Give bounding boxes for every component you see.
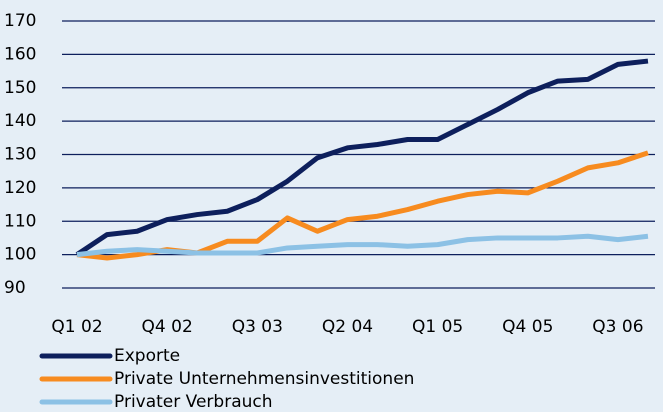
x-tick-label: Q2 04 xyxy=(322,317,373,337)
series-line xyxy=(75,58,649,257)
y-tick-label: 100 xyxy=(4,245,36,265)
y-tick-label: 150 xyxy=(4,78,36,98)
y-tick-label: 170 xyxy=(4,11,36,31)
x-tick-label: Q4 02 xyxy=(142,317,193,337)
legend-label: Privater Verbrauch xyxy=(114,392,273,412)
y-tick-label: 140 xyxy=(4,111,36,131)
x-tick-label: Q3 06 xyxy=(592,317,643,337)
legend-label: Exporte xyxy=(114,346,180,366)
y-tick-label: 90 xyxy=(4,278,26,298)
y-tick-label: 160 xyxy=(4,44,36,64)
x-tick-label: Q4 05 xyxy=(502,317,553,337)
x-tick-label: Q1 02 xyxy=(51,317,102,337)
y-tick-label: 130 xyxy=(4,145,36,165)
y-tick-label: 120 xyxy=(4,178,36,198)
series-line xyxy=(76,233,649,258)
x-tick-label: Q3 03 xyxy=(232,317,283,337)
y-tick-label: 110 xyxy=(4,211,36,231)
legend-label: Private Unternehmensinvestitionen xyxy=(114,369,414,389)
x-tick-label: Q1 05 xyxy=(412,317,463,337)
